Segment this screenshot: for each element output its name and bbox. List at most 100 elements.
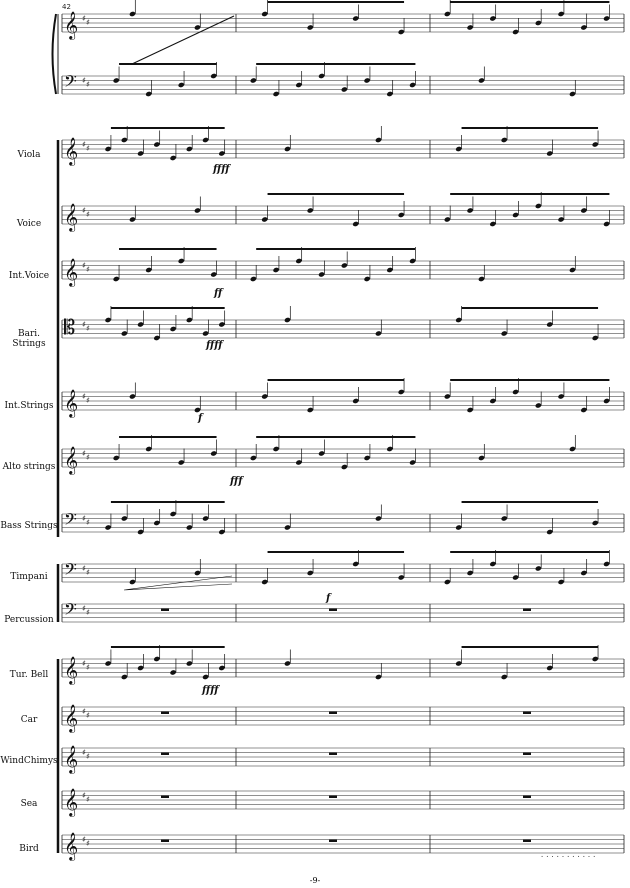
dynamic-viola: ffff	[213, 164, 230, 175]
notehead	[512, 389, 519, 395]
label-tur-bell: Tur. Bell	[9, 670, 49, 680]
clef-glyph: 𝄞	[64, 745, 78, 774]
notehead	[546, 529, 553, 535]
notehead	[121, 516, 128, 521]
notehead	[218, 151, 225, 156]
notehead	[489, 16, 496, 21]
key-sharp: ♯	[82, 14, 86, 23]
notehead	[210, 73, 217, 79]
notehead	[178, 460, 185, 465]
notehead	[202, 137, 209, 143]
whole-rest	[523, 795, 531, 798]
notehead	[341, 464, 348, 470]
key-sharp: ♯	[82, 707, 86, 716]
notehead	[105, 661, 112, 666]
notehead	[501, 516, 508, 521]
dynamic-int-strings: f	[198, 413, 203, 424]
key-sharp: ♯	[86, 144, 90, 153]
notehead	[153, 520, 160, 526]
notehead	[250, 455, 257, 461]
label-int-voice: Int.Voice	[8, 271, 50, 281]
clef-glyph: 𝄞	[64, 11, 78, 40]
key-sharp: ♯	[86, 608, 90, 617]
notehead	[386, 267, 393, 273]
notehead	[105, 317, 112, 323]
clef-glyph: 𝄢	[64, 599, 77, 623]
notehead	[170, 670, 177, 675]
notehead	[307, 25, 314, 30]
notehead	[170, 326, 177, 332]
whole-rest	[161, 839, 169, 842]
notehead	[580, 407, 587, 413]
key-sharp: ♯	[86, 396, 90, 405]
dynamic-alto-strings: fff	[230, 476, 243, 487]
notehead	[129, 394, 136, 399]
notehead	[455, 317, 462, 323]
notehead	[535, 566, 542, 571]
key-sharp: ♯	[82, 564, 86, 573]
notehead	[398, 212, 405, 218]
notehead	[113, 455, 120, 461]
notehead	[186, 146, 193, 152]
notehead	[398, 389, 405, 395]
notehead	[273, 446, 280, 452]
notehead	[467, 407, 474, 413]
notehead	[284, 525, 291, 530]
notehead	[558, 11, 565, 17]
notehead	[153, 335, 160, 341]
label-sea: Sea	[20, 799, 38, 809]
notehead	[409, 82, 416, 88]
notehead	[580, 25, 587, 30]
notehead	[218, 665, 225, 671]
label-timpani: Timpani	[10, 572, 48, 582]
notehead	[580, 570, 587, 576]
notehead	[145, 91, 152, 97]
notehead	[137, 529, 144, 535]
notehead	[512, 575, 519, 580]
key-sharp: ♯	[82, 659, 86, 668]
notehead	[512, 29, 519, 35]
clef-glyph: 𝄡	[64, 315, 75, 339]
label-car: Car	[20, 715, 38, 725]
notehead	[153, 656, 160, 662]
glissando-line	[131, 15, 235, 65]
notehead	[375, 516, 382, 521]
clef-glyph: 𝄞	[64, 656, 78, 685]
notehead	[307, 570, 314, 576]
clef-glyph: 𝄞	[64, 446, 78, 475]
clef-glyph: 𝄞	[64, 704, 78, 733]
crescendo-hairpin	[123, 575, 233, 591]
notehead	[273, 267, 280, 273]
key-sharp: ♯	[82, 206, 86, 215]
notehead	[261, 217, 268, 222]
notehead	[467, 208, 474, 213]
notehead	[535, 403, 542, 408]
notehead	[121, 674, 128, 680]
key-sharp: ♯	[86, 453, 90, 462]
notehead	[558, 217, 565, 222]
notehead	[546, 322, 553, 327]
notehead	[352, 16, 359, 21]
whole-rest	[161, 795, 169, 798]
notehead	[364, 276, 371, 282]
notehead	[592, 142, 599, 147]
notehead	[210, 451, 217, 456]
notehead	[194, 407, 201, 413]
key-sharp: ♯	[86, 839, 90, 848]
notehead	[455, 661, 462, 666]
notehead	[137, 151, 144, 156]
notehead	[512, 212, 519, 218]
notehead	[558, 579, 565, 585]
notehead	[202, 674, 209, 680]
notehead	[455, 525, 462, 530]
notehead	[105, 146, 112, 152]
notehead	[295, 460, 302, 465]
notehead	[250, 78, 257, 83]
piano-brace-curve	[51, 13, 57, 95]
label-viola: Viola	[17, 150, 41, 160]
notehead	[105, 525, 112, 530]
notehead	[129, 579, 136, 585]
notehead	[194, 570, 201, 576]
notehead	[364, 78, 371, 83]
dynamic-int-voice: ff	[214, 288, 223, 299]
